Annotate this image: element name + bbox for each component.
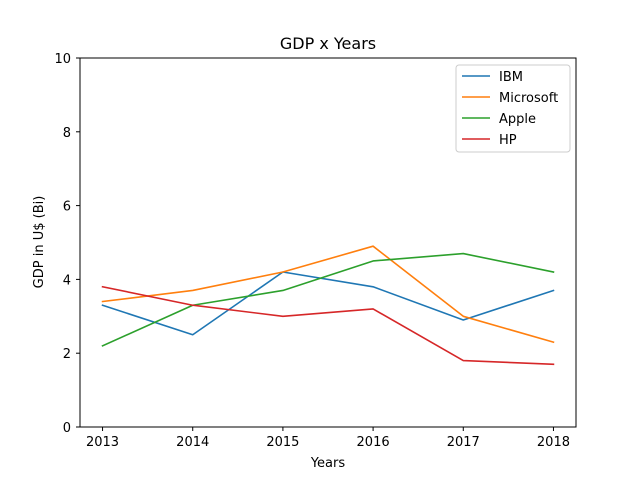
y-tick-label: 4 (63, 273, 71, 288)
x-tick-label: 2018 (537, 435, 570, 450)
y-tick-label: 0 (63, 421, 71, 436)
x-tick-label: 2016 (357, 435, 390, 450)
y-tick-label: 8 (63, 126, 71, 141)
series-line-microsoft (101, 245, 555, 344)
legend: IBM Microsoft Apple HP (455, 64, 571, 153)
y-tick-label: 6 (63, 200, 71, 215)
y-axis-label: GDP in U$ (Bi) (32, 196, 47, 289)
series-line-ibm (101, 271, 555, 336)
series-line-hp (101, 285, 555, 366)
x-axis-label: Years (310, 456, 346, 471)
x-tick-label: 2015 (266, 435, 299, 450)
x-tick-label: 2014 (176, 435, 209, 450)
plot-area: 2013 2014 2015 2016 2017 2018 0 2 4 6 8 10 (54, 52, 577, 450)
legend-label-microsoft: Microsoft (499, 91, 558, 106)
legend-label-hp: HP (499, 133, 517, 148)
y-tick-label: 10 (54, 52, 71, 67)
y-tick-label: 2 (63, 347, 71, 362)
series-line-apple (101, 252, 555, 347)
chart-title: GDP x Years (280, 34, 376, 53)
legend-label-ibm: IBM (499, 70, 523, 85)
legend-box (455, 64, 571, 153)
plot-frame (79, 57, 577, 428)
legend-label-apple: Apple (499, 112, 536, 127)
x-tick-label: 2013 (86, 435, 119, 450)
x-tick-label: 2017 (447, 435, 480, 450)
